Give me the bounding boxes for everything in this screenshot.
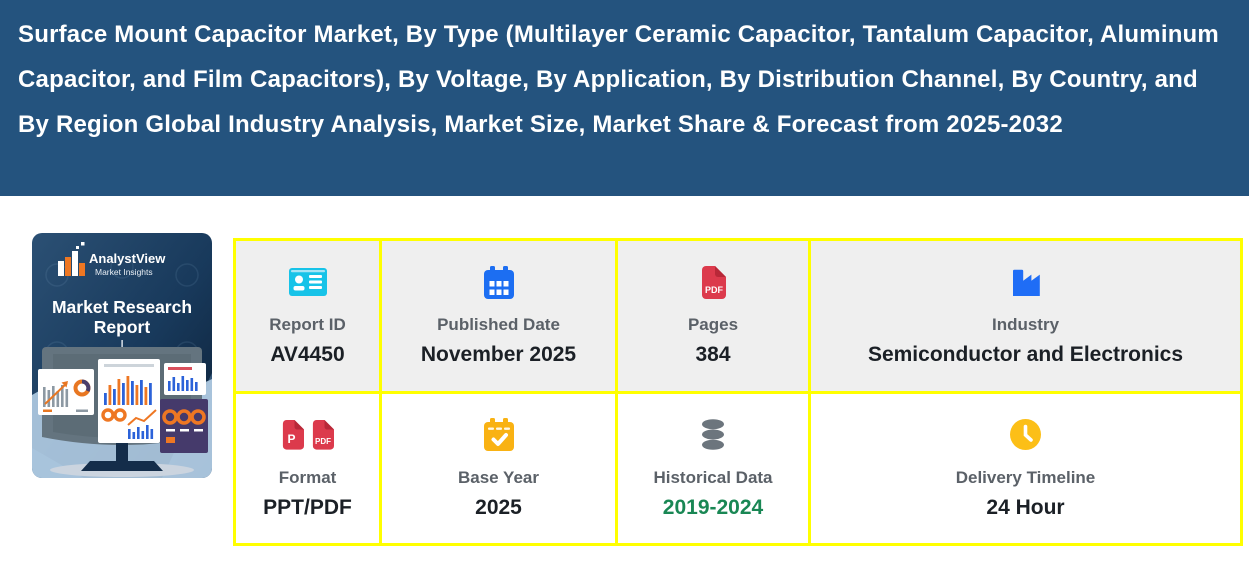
cover-title-line2: Report <box>94 317 151 337</box>
base-year-label: Base Year <box>458 467 539 487</box>
card-historical-data: Historical Data 2019-2024 <box>618 393 808 543</box>
published-date-label: Published Date <box>437 315 560 335</box>
center-chart-card <box>98 359 160 443</box>
brand-name: AnalystView <box>89 251 166 266</box>
card-base-year: Base Year 2025 <box>382 393 615 543</box>
historical-data-label: Historical Data <box>653 467 773 487</box>
report-id-value: AV4450 <box>270 343 345 367</box>
card-published-date: Published Date November 2025 <box>382 241 615 391</box>
published-date-value: November 2025 <box>420 343 577 367</box>
delivery-timeline-label: Delivery Timeline <box>955 467 1096 487</box>
pages-value: 384 <box>695 343 731 367</box>
card-pages: PDF Pages 384 <box>618 241 808 391</box>
database-icon <box>700 417 726 453</box>
cover-title-line1: Market Research <box>52 297 192 317</box>
format-label: Format <box>278 467 337 487</box>
brand-tagline: Market Insights <box>95 267 153 277</box>
report-cover-thumbnail: AnalystView Market Insights Market Resea… <box>32 233 212 478</box>
pages-label: Pages <box>687 315 739 335</box>
report-info-grid: Report ID AV4450 Published Date Nov <box>233 238 1243 546</box>
report-id-label: Report ID <box>269 315 346 335</box>
card-report-id: Report ID AV4450 <box>236 241 379 391</box>
report-title: Surface Mount Capacitor Market, By Type … <box>18 21 1219 138</box>
industry-label: Industry <box>991 315 1060 335</box>
ppt-file-icon: P <box>282 419 304 450</box>
pdf-file-icon: PDF <box>700 264 726 300</box>
pdf-file-icon-small: PDF <box>312 419 334 450</box>
base-year-value: 2025 <box>475 495 522 519</box>
card-format: P PDF Format PPT/PDF <box>236 393 379 543</box>
report-cover-illustration: AnalystView Market Insights Market Resea… <box>32 233 212 478</box>
calendar-check-icon <box>483 417 514 453</box>
historical-data-value: 2019-2024 <box>662 495 764 519</box>
card-industry: Industry Semiconductor and Electronics <box>811 241 1240 391</box>
brand-logo: AnalystView Market Insights <box>58 242 166 277</box>
delivery-timeline-value: 24 Hour <box>986 495 1065 519</box>
left-chart-card <box>38 369 94 415</box>
title-banner: Surface Mount Capacitor Market, By Type … <box>0 0 1249 196</box>
id-card-icon <box>288 264 327 300</box>
industry-value: Semiconductor and Electronics <box>867 343 1184 367</box>
format-value: PPT/PDF <box>263 495 352 519</box>
calendar-icon <box>483 264 514 300</box>
clock-icon <box>1010 417 1041 453</box>
svg-text:PDF: PDF <box>315 437 331 446</box>
factory-icon <box>1009 264 1043 300</box>
right-top-chart-card <box>164 363 206 395</box>
right-purple-chart-card <box>160 399 208 453</box>
card-delivery-timeline: Delivery Timeline 24 Hour <box>811 393 1240 543</box>
ppt-pdf-file-icons: P PDF <box>281 417 334 453</box>
svg-text:PDF: PDF <box>705 285 724 295</box>
svg-text:P: P <box>288 432 296 446</box>
